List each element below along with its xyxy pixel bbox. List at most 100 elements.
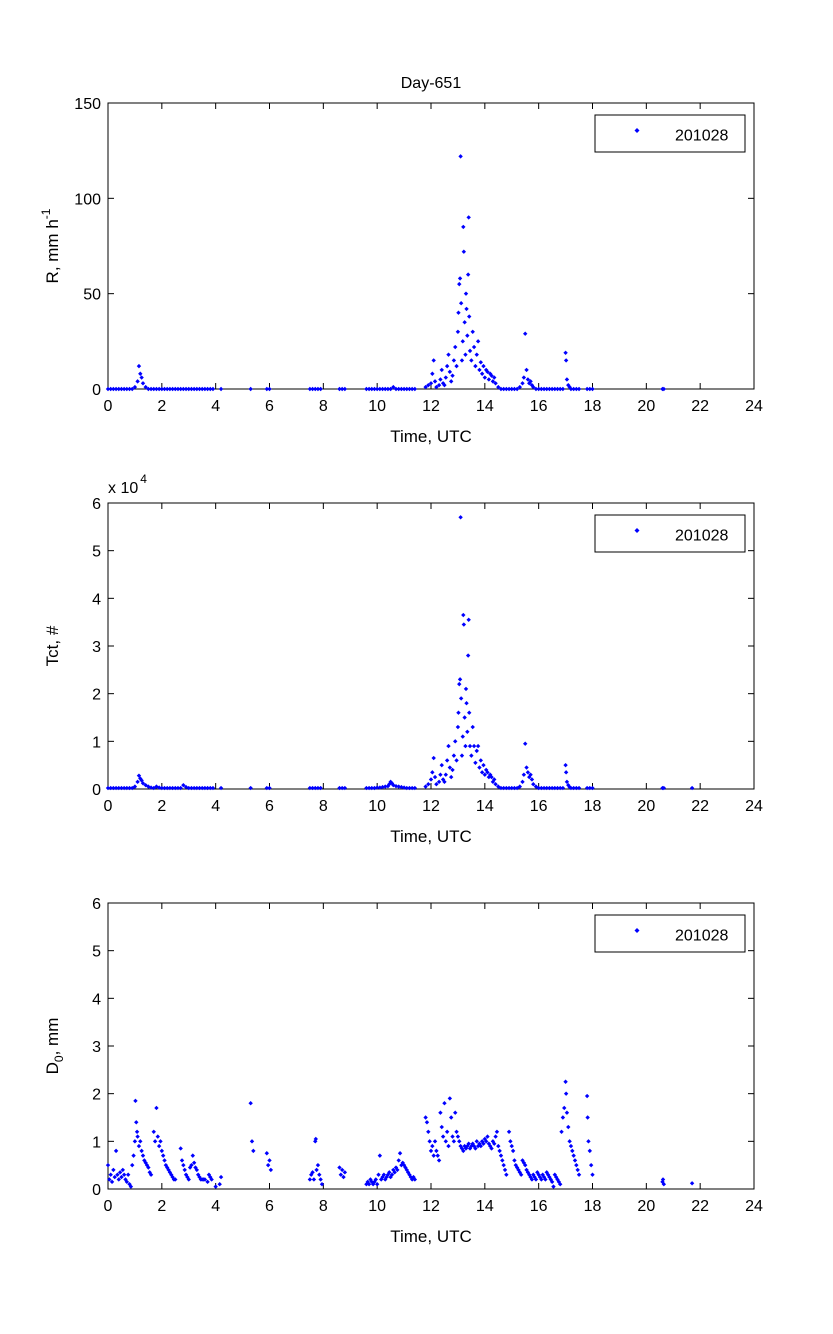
data-point — [119, 785, 124, 791]
data-point — [454, 1129, 459, 1134]
data-point — [438, 1110, 443, 1115]
data-point — [465, 333, 470, 338]
data-point — [533, 1177, 539, 1182]
x-tick-label: 0 — [104, 398, 113, 415]
data-point — [504, 1172, 509, 1177]
data-point — [376, 1172, 381, 1177]
data-point — [194, 1167, 200, 1173]
figure-title: Day-651 — [401, 75, 462, 92]
data-point — [447, 765, 453, 770]
data-point — [152, 1139, 158, 1144]
data-point — [442, 1101, 447, 1106]
data-point — [501, 1162, 506, 1168]
data-point — [208, 386, 213, 392]
data-point — [427, 1139, 432, 1144]
data-point — [364, 386, 369, 392]
data-point — [587, 785, 593, 791]
data-point — [533, 784, 539, 789]
data-point — [451, 1139, 457, 1144]
data-point — [432, 1139, 438, 1144]
data-point — [458, 515, 463, 520]
data-point — [265, 1162, 271, 1168]
data-point — [111, 1167, 116, 1173]
data-point — [315, 1162, 321, 1168]
data-point — [154, 1105, 159, 1111]
data-point — [139, 375, 144, 380]
x-tick-label: 16 — [530, 1198, 548, 1215]
data-point — [456, 310, 461, 315]
y-tick-label: 3 — [92, 639, 101, 656]
data-point — [442, 779, 447, 785]
data-point — [267, 1158, 272, 1163]
data-point — [366, 1182, 372, 1187]
data-point — [466, 617, 471, 622]
data-point — [113, 386, 119, 392]
data-point — [189, 1162, 194, 1168]
data-point — [108, 785, 113, 791]
data-point — [463, 743, 468, 749]
data-point — [493, 381, 498, 386]
data-point — [660, 1179, 665, 1185]
data-point — [160, 1153, 166, 1158]
data-point — [563, 1091, 569, 1096]
data-point — [440, 1134, 446, 1139]
data-point — [568, 785, 574, 791]
data-point — [151, 386, 156, 392]
data-point — [520, 381, 525, 386]
data-point — [458, 1143, 463, 1149]
x-tick-label: 22 — [691, 798, 709, 815]
data-point — [570, 1148, 575, 1154]
data-point — [448, 774, 454, 780]
data-point — [559, 1129, 564, 1134]
data-point — [496, 784, 501, 789]
data-point — [584, 1093, 590, 1099]
data-point — [191, 785, 197, 791]
data-point — [173, 1177, 178, 1182]
data-point — [423, 784, 428, 789]
data-point — [479, 770, 485, 775]
data-point — [567, 1139, 572, 1144]
data-point — [473, 760, 478, 765]
data-point — [549, 785, 555, 791]
data-point — [315, 386, 321, 392]
data-point — [156, 1143, 162, 1149]
data-point — [453, 1110, 458, 1115]
data-point — [337, 785, 342, 791]
data-point — [544, 785, 549, 791]
data-point — [162, 1158, 167, 1163]
data-point — [391, 782, 396, 788]
data-point — [584, 386, 590, 392]
data-point — [205, 785, 210, 791]
data-point — [527, 1172, 532, 1177]
data-point — [127, 1182, 132, 1187]
data-point — [428, 1148, 434, 1154]
data-point — [140, 1153, 146, 1158]
x-tick-label: 12 — [422, 1198, 440, 1215]
data-point — [339, 785, 345, 791]
data-point — [377, 1153, 383, 1158]
data-point — [135, 379, 140, 384]
y-axis-label: R, mm h-1 — [39, 208, 62, 283]
data-point — [135, 779, 140, 785]
data-point — [338, 1172, 344, 1177]
data-point — [514, 386, 520, 392]
x-tick-label: 10 — [368, 1198, 386, 1215]
data-point — [563, 770, 569, 775]
data-point — [560, 785, 566, 791]
data-point — [439, 762, 444, 768]
data-point — [524, 765, 529, 770]
data-point — [155, 1134, 160, 1139]
data-point — [319, 1182, 325, 1187]
data-point — [528, 772, 533, 777]
x-tick-label: 6 — [265, 798, 274, 815]
y-axis-label: D0, mm — [43, 1018, 66, 1075]
data-point — [112, 1174, 117, 1180]
data-point — [181, 782, 186, 788]
data-point — [139, 1148, 144, 1154]
y-tick-label: 1 — [92, 734, 101, 751]
y-tick-label: 5 — [92, 944, 101, 961]
data-point — [439, 367, 444, 373]
data-point — [186, 1177, 191, 1182]
x-tick-label: 24 — [745, 398, 763, 415]
data-point — [405, 1170, 411, 1175]
